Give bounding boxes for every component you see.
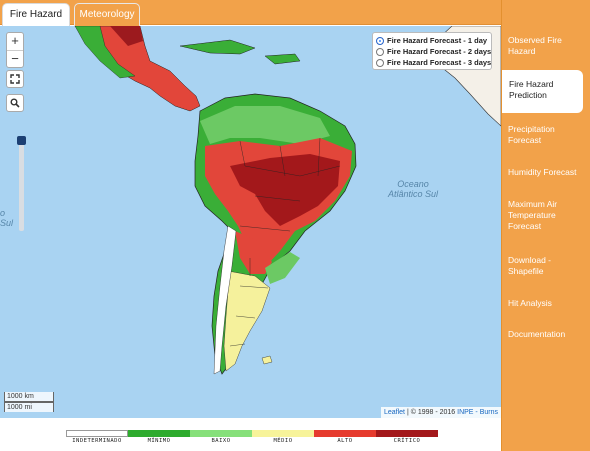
radio-button-1day[interactable] (376, 36, 384, 45)
zoom-control: + − (6, 32, 24, 68)
sidebar-item-fire-hazard-prediction[interactable]: Fire Hazard Prediction (502, 70, 583, 113)
map-basemap (74, 26, 501, 375)
mexico-green-zone (74, 26, 136, 79)
legend-label: MÍNIMO (147, 438, 171, 444)
paraguay-high-zone (235, 231, 272, 274)
map-view[interactable]: + − Fire Hazard Forecast - 1 day Fire Ha… (0, 26, 501, 418)
legend-color-bar (66, 430, 438, 437)
legend-label: INDETERMINADO (72, 438, 122, 444)
legend-swatch-medio (252, 430, 314, 437)
fullscreen-icon (10, 74, 20, 84)
sidebar-item-documentation[interactable]: Documentation (508, 329, 566, 339)
patagonia-medium-zone (223, 270, 271, 372)
forecast-option-label: Fire Hazard Forecast - 3 days (387, 58, 492, 67)
legend-swatch-alto (314, 430, 376, 437)
legend-labels: INDETERMINADO MÍNIMO BAIXO MÉDIO ALTO CR… (66, 438, 438, 444)
forecast-option-label: Fire Hazard Forecast - 2 days (387, 47, 492, 56)
chile-strip (213, 225, 237, 375)
ocean-label-atlantic: Oceano Atlântico Sul (388, 179, 439, 199)
forecast-option-label: Fire Hazard Forecast - 1 day (387, 36, 488, 45)
scale-mi: 1000 mi (4, 402, 54, 412)
legend-swatch-minimo (128, 430, 190, 437)
hazard-legend: INDETERMINADO MÍNIMO BAIXO MÉDIO ALTO CR… (0, 418, 501, 451)
forecast-radio-group: Fire Hazard Forecast - 1 day Fire Hazard… (372, 32, 492, 70)
hispaniola-island (264, 53, 301, 65)
sidebar-item-precipitation-forecast[interactable]: Precipitation Forecast (508, 124, 555, 145)
forecast-option-2days[interactable]: Fire Hazard Forecast - 2 days (376, 46, 492, 57)
mexico-critical-zone (110, 26, 143, 46)
zoom-out-button[interactable]: − (7, 50, 23, 67)
legend-label: ALTO (337, 438, 353, 444)
radio-button-3days[interactable] (376, 58, 384, 67)
tab-meteorology[interactable]: Meteorology (74, 3, 140, 26)
brazil-critical-zone (230, 154, 340, 226)
scale-km: 1000 km (4, 392, 54, 402)
inpe-link[interactable]: INPE - Burns (457, 409, 498, 416)
top-bar: Fire Hazard Meteorology (0, 0, 590, 26)
search-icon (10, 98, 20, 108)
south-brazil-light-zone (265, 252, 300, 284)
map-attribution: Leaflet | © 1998 - 2016 INPE - Burns (380, 407, 501, 418)
legend-swatch-critico (376, 430, 438, 437)
sidebar-item-max-temperature-forecast[interactable]: Maximum Air Temperature Forecast (508, 199, 558, 231)
legend-label: MÉDIO (273, 438, 293, 444)
tab-fire-hazard[interactable]: Fire Hazard (2, 3, 70, 26)
legend-label: BAIXO (211, 438, 231, 444)
forecast-option-1day[interactable]: Fire Hazard Forecast - 1 day (376, 35, 488, 46)
leaflet-link[interactable]: Leaflet (383, 409, 406, 416)
north-light-zone (200, 106, 330, 144)
opacity-slider-handle[interactable] (17, 136, 26, 145)
map-scale: 1000 km 1000 mi (4, 392, 54, 412)
falklands (261, 355, 273, 365)
region-borders (229, 137, 341, 347)
sidebar-item-download-shapefile[interactable]: Download - Shapefile (508, 255, 551, 276)
radio-button-2days[interactable] (376, 47, 384, 56)
forecast-option-3days[interactable]: Fire Hazard Forecast - 3 days (376, 57, 492, 68)
attribution-text: | © 1998 - 2016 (405, 409, 458, 416)
zoom-in-button[interactable]: + (11, 33, 19, 48)
search-button[interactable] (6, 94, 24, 112)
sidebar-item-hit-analysis[interactable]: Hit Analysis (508, 298, 552, 308)
sidebar: Observed Fire Hazard Fire Hazard Predict… (501, 0, 590, 451)
opacity-slider-track[interactable] (19, 136, 24, 231)
fullscreen-button[interactable] (6, 70, 24, 88)
sidebar-item-humidity-forecast[interactable]: Humidity Forecast (508, 167, 577, 177)
ocean-label-pacific: o Sul (0, 208, 14, 228)
sidebar-item-observed-fire-hazard[interactable]: Observed Fire Hazard (508, 35, 562, 56)
cuba-island (179, 39, 256, 55)
legend-swatch-indeterminado (66, 430, 128, 437)
legend-swatch-baixo (190, 430, 252, 437)
legend-label: CRÍTICO (393, 438, 421, 444)
